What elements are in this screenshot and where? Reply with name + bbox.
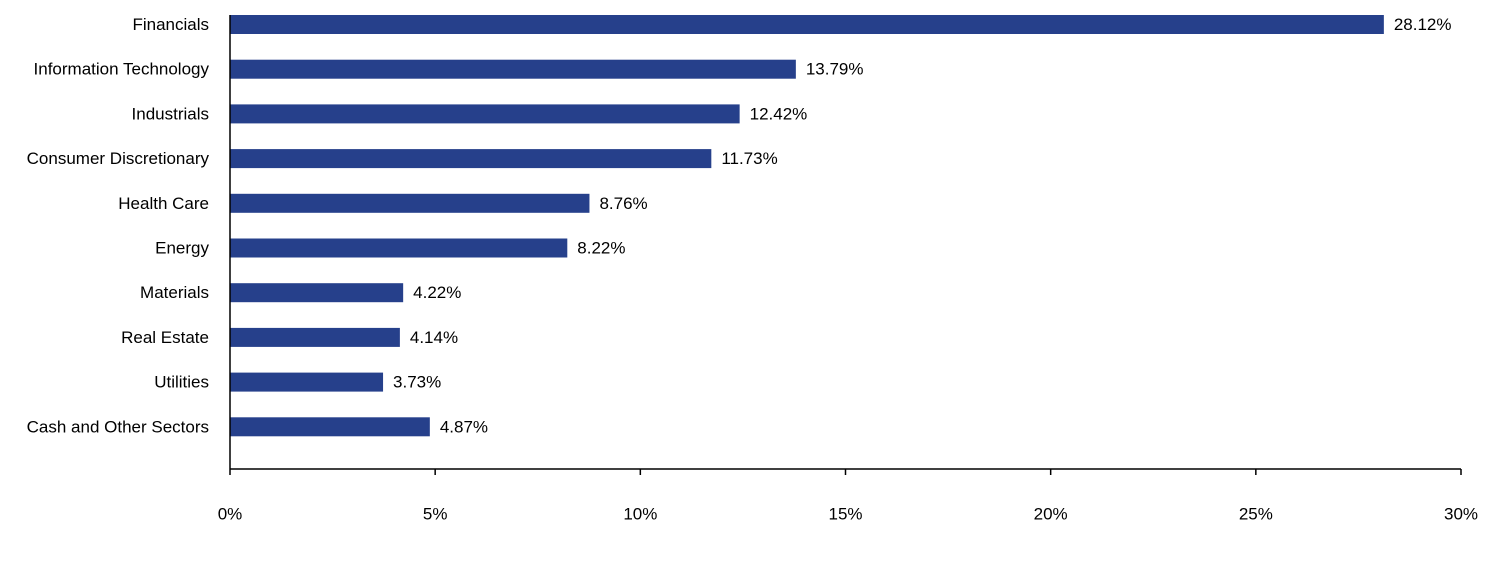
x-tick-label: 25% [1239, 505, 1273, 524]
value-label: 4.87% [440, 417, 488, 436]
bar [230, 59, 796, 79]
category-label: Utilities [154, 373, 209, 392]
value-label: 4.14% [410, 328, 458, 347]
value-label: 3.73% [393, 373, 441, 392]
x-axis: 0% 5% 10% 15% 20% 25% 30% [218, 15, 1478, 524]
category-label: Information Technology [34, 60, 210, 79]
value-label: 4.22% [413, 283, 461, 302]
category-label: Materials [140, 283, 209, 302]
category-labels: Financials Information Technology Industri… [27, 15, 210, 436]
x-tick-label: 15% [828, 505, 862, 524]
value-label: 11.73% [721, 149, 777, 168]
bars-layer [230, 15, 1384, 437]
category-label: Energy [155, 239, 209, 258]
x-tick-label: 30% [1444, 505, 1478, 524]
category-label: Real Estate [121, 328, 209, 347]
bar [230, 15, 1384, 34]
bar [230, 417, 430, 437]
value-label: 28.12% [1394, 15, 1452, 34]
category-label: Cash and Other Sectors [27, 417, 209, 436]
value-label: 12.42% [750, 104, 808, 123]
bar [230, 327, 400, 347]
x-tick-label: 5% [423, 505, 448, 524]
value-label: 8.76% [599, 194, 647, 213]
x-tick-label: 0% [218, 505, 243, 524]
bar [230, 238, 568, 258]
value-label: 13.79% [806, 60, 864, 79]
bar [230, 104, 740, 124]
category-label: Consumer Discretionary [27, 149, 210, 168]
bar [230, 193, 590, 213]
category-label: Industrials [132, 104, 209, 123]
value-label: 8.22% [577, 239, 625, 258]
category-label: Health Care [118, 194, 209, 213]
category-label: Financials [132, 15, 209, 34]
value-labels: 28.12% 13.79% 12.42% 11.73% 8.76% 8.22% 4.22% 4… [393, 15, 1451, 436]
x-tick-label: 10% [623, 505, 657, 524]
bar [230, 149, 712, 169]
bar [230, 283, 404, 303]
bar [230, 372, 384, 392]
x-tick-label: 20% [1034, 505, 1068, 524]
